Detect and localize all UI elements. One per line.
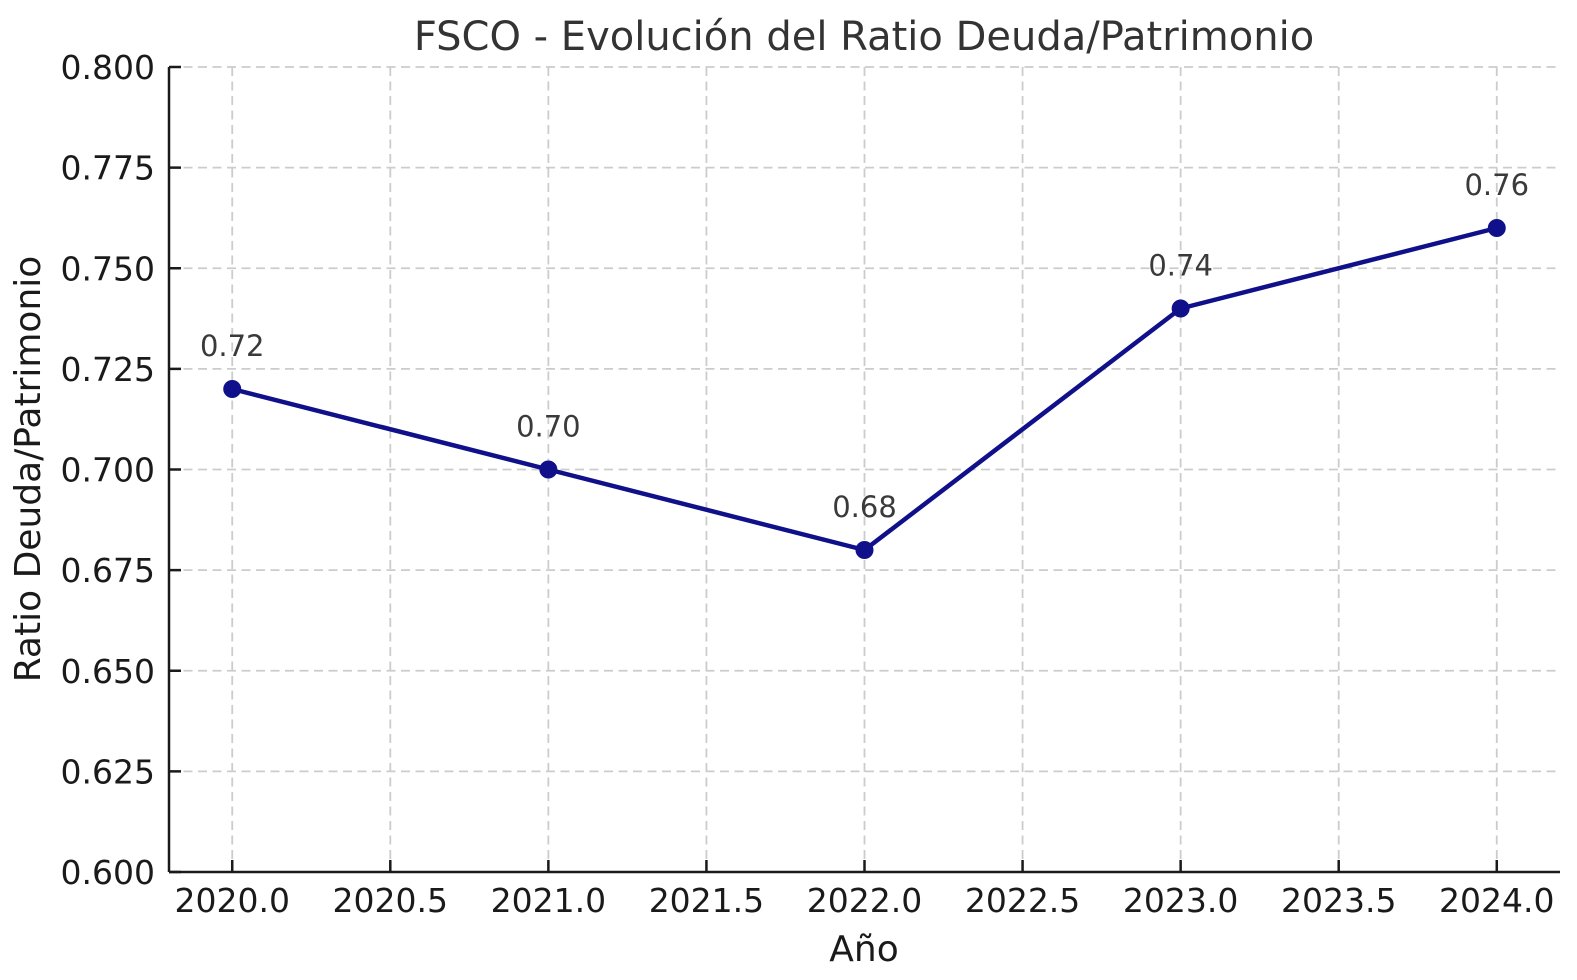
data-point [1487,219,1506,237]
y-tick-label: 0.750 [61,249,155,288]
data-point-label: 0.70 [516,410,581,444]
x-tick-label: 2024.0 [1439,881,1554,920]
x-tick-label: 2021.5 [649,881,764,920]
y-tick-label: 0.600 [61,853,155,892]
x-tick-label: 2020.0 [174,881,289,920]
y-tick-label: 0.725 [61,350,155,389]
x-tick-label: 2020.5 [333,881,448,920]
grid-layer [169,66,1560,873]
data-point-label: 0.74 [1148,249,1213,283]
data-point [1171,299,1190,318]
data-point-label: 0.76 [1464,168,1529,202]
axes-layer: 2020.0 2020.5 2021.0 2021.5 2022.0 2022.5 2023… [61,48,1560,920]
y-tick-label: 0.800 [61,48,155,87]
data-point [223,380,242,398]
y-tick-label: 0.700 [61,451,155,490]
x-tick-label: 2022.0 [807,881,922,920]
x-axis-label: Año [829,929,898,970]
x-tick-label: 2022.5 [965,881,1080,920]
x-tick-label: 2021.0 [491,881,606,920]
data-point-label: 0.72 [200,329,265,363]
y-tick-label: 0.625 [61,752,155,791]
x-tick-label: 2023.5 [1281,881,1396,920]
y-tick-label: 0.675 [61,551,155,590]
y-tick-label: 0.775 [61,149,155,188]
annotation-layer: 0.72 0.70 0.68 0.74 0.76 [200,168,1529,524]
x-tick-label: 2023.0 [1123,881,1238,920]
data-point-label: 0.68 [832,490,897,524]
y-axis-label: Ratio Deuda/Patrimonio [8,256,49,683]
y-tick-label: 0.650 [61,652,155,691]
data-point [855,541,874,559]
data-point [539,460,558,479]
series-layer [223,219,1506,559]
chart-title: FSCO - Evolución del Ratio Deuda/Patrimo… [414,14,1314,60]
